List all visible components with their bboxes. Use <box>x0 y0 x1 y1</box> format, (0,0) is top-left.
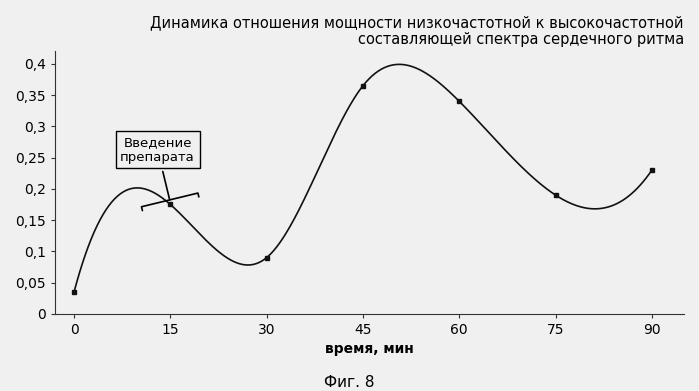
Text: Введение
препарата: Введение препарата <box>120 136 199 211</box>
Text: Динамика отношения мощности низкочастотной к высокочастотной
составляющей спектр: Динамика отношения мощности низкочастотн… <box>150 15 684 47</box>
X-axis label: время, мин: время, мин <box>325 343 414 357</box>
Text: Фиг. 8: Фиг. 8 <box>324 375 375 390</box>
